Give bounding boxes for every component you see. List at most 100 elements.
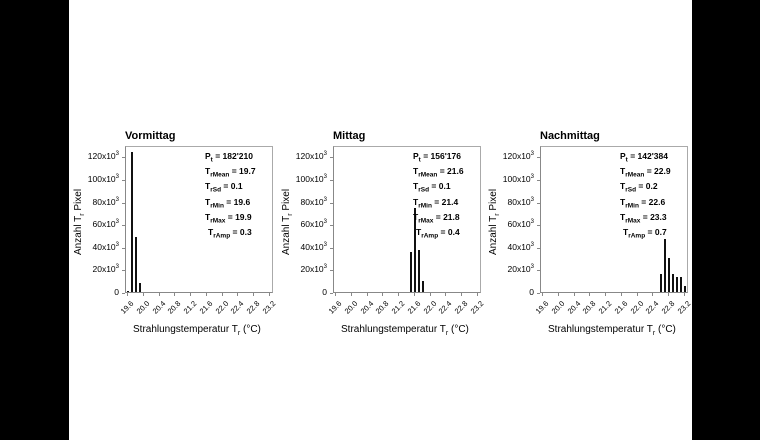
subscript: rMax — [210, 217, 226, 225]
y-tick-label: 80x103 — [507, 196, 534, 207]
y-tick-mark — [537, 247, 540, 249]
y-tick-mark — [122, 179, 125, 181]
histogram-bar — [421, 280, 424, 292]
stat-sd: TrSd = 0.1 — [413, 181, 451, 195]
subscript: rSd — [418, 187, 430, 195]
histogram-bar — [134, 236, 137, 292]
chart-title: Mittag — [333, 130, 366, 142]
x-tick-mark — [158, 293, 160, 296]
exponent: 3 — [530, 174, 534, 181]
y-tick-mark — [330, 293, 333, 294]
subscript: t — [625, 156, 628, 164]
x-tick-mark — [269, 293, 271, 296]
histogram-bar — [684, 286, 687, 292]
x-tick-mark — [382, 293, 384, 296]
histogram-bar — [413, 208, 416, 292]
subscript: t — [418, 156, 421, 164]
histogram-bar — [127, 290, 129, 292]
exponent: 3 — [115, 219, 119, 226]
x-tick-mark — [205, 293, 207, 296]
histogram-bar — [676, 277, 679, 292]
histogram-bar — [417, 250, 420, 292]
subscript: rMax — [418, 217, 434, 225]
y-tick-mark — [122, 157, 125, 159]
stat-min: TrMin = 21.4 — [413, 196, 459, 210]
exponent: 3 — [323, 241, 327, 248]
subscript: rMax — [625, 217, 641, 225]
y-tick-label: 0 — [114, 287, 119, 297]
x-tick-mark — [445, 293, 447, 296]
stat-pt: Pt = 182'210 — [205, 151, 253, 164]
subscript: rSd — [625, 187, 637, 195]
x-tick-mark — [461, 293, 463, 296]
x-tick-mark — [477, 293, 479, 296]
y-tick-label: 40x103 — [92, 241, 119, 252]
exponent: 3 — [323, 174, 327, 181]
exponent: 3 — [530, 196, 534, 203]
y-tick-mark — [122, 270, 125, 272]
plot-area — [125, 146, 273, 293]
subscript: rMin — [625, 202, 639, 210]
subscript: rSd — [210, 187, 222, 195]
exponent: 3 — [323, 196, 327, 203]
histogram-bar — [660, 273, 663, 292]
y-tick-label: 100x103 — [87, 173, 119, 184]
stat-min: TrMin = 19.6 — [205, 196, 251, 210]
plot-area — [540, 146, 688, 293]
x-axis-label: Strahlungstemperatur Tr (°C) — [341, 324, 469, 337]
stat-max: TrMax = 21.8 — [413, 211, 460, 225]
y-tick-label: 0 — [322, 287, 327, 297]
y-tick-mark — [537, 202, 540, 204]
stat-sd: TrSd = 0.2 — [620, 181, 658, 195]
y-tick-label: 20x103 — [507, 264, 534, 275]
y-tick-mark — [122, 293, 125, 294]
y-tick-label: 60x103 — [92, 219, 119, 230]
x-tick-mark — [620, 293, 622, 296]
histogram-bar — [668, 258, 671, 292]
x-tick-mark — [541, 293, 543, 296]
y-tick-label: 20x103 — [92, 264, 119, 275]
x-tick-mark — [398, 293, 400, 296]
y-tick-mark — [330, 179, 333, 181]
x-tick-mark — [366, 293, 368, 296]
y-tick-mark — [122, 225, 125, 227]
y-tick-label: 40x103 — [507, 241, 534, 252]
stat-amp: TrAmp = 0.7 — [623, 226, 667, 240]
y-tick-label: 120x103 — [295, 151, 327, 162]
x-tick-mark — [190, 293, 192, 296]
subscript: rMean — [210, 171, 230, 179]
stat-amp: TrAmp = 0.4 — [416, 226, 460, 240]
y-tick-label: 80x103 — [300, 196, 327, 207]
y-tick-mark — [537, 179, 540, 181]
x-tick-mark — [350, 293, 352, 296]
subscript: rMean — [418, 171, 438, 179]
y-tick-mark — [122, 202, 125, 204]
y-tick-mark — [537, 225, 540, 227]
y-tick-mark — [330, 225, 333, 227]
y-tick-mark — [330, 157, 333, 159]
stat-max: TrMax = 19.9 — [205, 211, 252, 225]
x-tick-mark — [636, 293, 638, 296]
x-tick-mark — [684, 293, 686, 296]
stat-min: TrMin = 22.6 — [620, 196, 666, 210]
stats-annotation: Pt = 142'384 TrMean = 22.9 TrSd = 0.2 TrMin… — [620, 151, 671, 242]
x-tick-mark — [573, 293, 575, 296]
subscript: rMin — [418, 202, 432, 210]
y-tick-mark — [330, 247, 333, 249]
x-tick-mark — [237, 293, 239, 296]
x-tick-mark — [429, 293, 431, 296]
stat-mean: TrMean = 19.7 — [205, 166, 256, 179]
exponent: 3 — [115, 264, 119, 271]
stat-pt: Pt = 142'384 — [620, 151, 668, 164]
y-tick-label: 80x103 — [92, 196, 119, 207]
exponent: 3 — [530, 264, 534, 271]
x-tick-mark — [557, 293, 559, 296]
y-tick-mark — [537, 270, 540, 272]
x-tick-mark — [668, 293, 670, 296]
exponent: 3 — [323, 219, 327, 226]
stats-annotation: Pt = 156'176 TrMean = 21.6 TrSd = 0.1 TrMin… — [413, 151, 464, 242]
stat-mean: TrMean = 22.9 — [620, 166, 671, 179]
subscript: rAmp — [421, 232, 439, 240]
y-tick-label: 120x103 — [502, 151, 534, 162]
